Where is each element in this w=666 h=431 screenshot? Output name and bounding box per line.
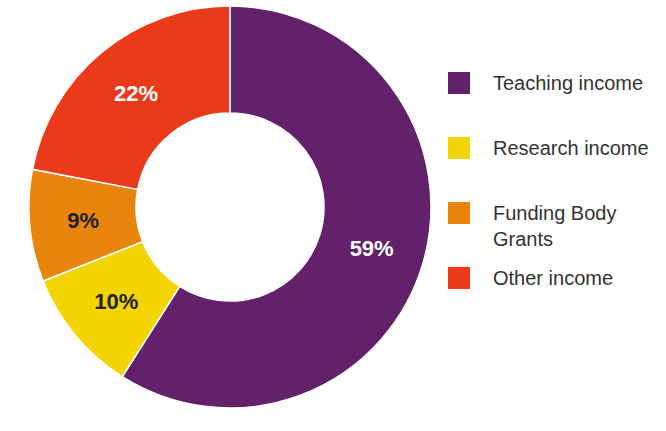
legend-label: Research income: [493, 137, 649, 159]
data-label: 22%: [114, 81, 158, 106]
legend-swatch: [448, 72, 470, 94]
donut: 59% 10% 9% 22%: [29, 6, 431, 408]
legend-swatch: [448, 267, 470, 289]
data-label: 10%: [94, 289, 138, 314]
chart: 59% 10% 9% 22% Teaching income Research incom…: [0, 0, 666, 431]
legend-swatch: [448, 137, 470, 159]
legend-swatch: [448, 202, 470, 224]
slice: [33, 6, 230, 189]
data-label: 9%: [67, 208, 99, 233]
legend: Teaching income Research income Funding Bo…: [448, 72, 649, 289]
legend-label: Funding BodyGrants: [493, 202, 616, 250]
data-label: 59%: [350, 236, 394, 261]
legend-label: Other income: [493, 267, 613, 289]
legend-label: Teaching income: [493, 72, 643, 94]
